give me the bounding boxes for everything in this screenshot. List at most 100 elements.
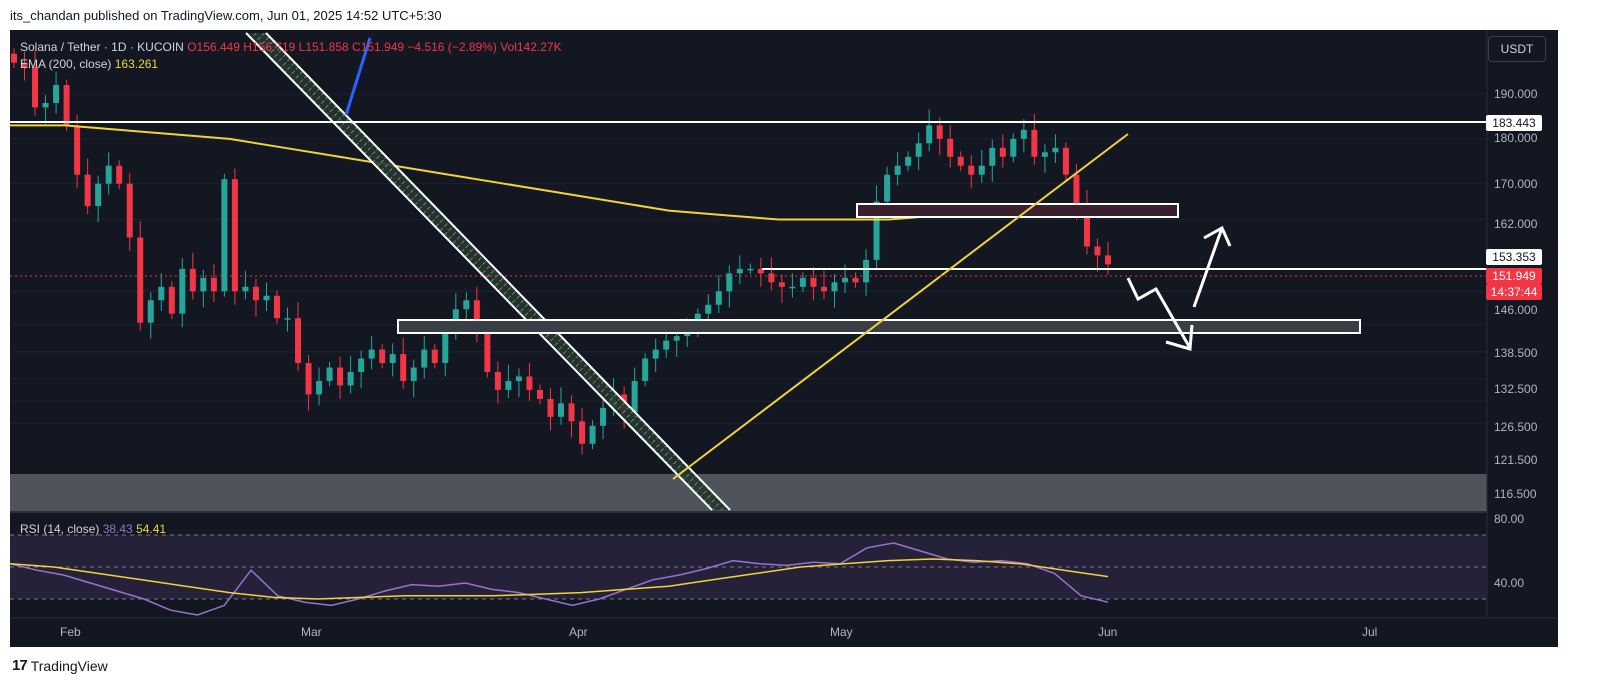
- support-box: [397, 319, 1361, 334]
- candle-up: [200, 277, 207, 292]
- candle-down: [74, 125, 81, 175]
- candle-up: [242, 286, 249, 292]
- candle-down: [1105, 255, 1111, 265]
- resistance-box: [856, 203, 1179, 218]
- y-tick-170: 170.000: [1494, 177, 1538, 191]
- ema-legend: EMA (200, close) 163.261: [20, 57, 158, 71]
- y-tick-180: 180.000: [1494, 131, 1538, 145]
- candle-down: [968, 165, 975, 175]
- candle-up: [389, 354, 396, 364]
- candle-up: [915, 143, 922, 157]
- candle-down: [999, 147, 1006, 157]
- candle-up: [179, 268, 186, 314]
- blue-pen-line: [344, 37, 372, 116]
- candle-up: [558, 403, 564, 417]
- candle-series: [11, 48, 1111, 455]
- candle-down: [820, 286, 827, 292]
- candle-up: [505, 380, 512, 390]
- downtrend-channel: [245, 32, 731, 511]
- symbol-label[interactable]: Solana / Tether · 1D · KUCOIN: [20, 40, 184, 54]
- candle-down: [1094, 246, 1101, 256]
- rsi-label[interactable]: RSI (14, close): [20, 522, 100, 536]
- candle-down: [484, 331, 491, 373]
- candle-up: [1020, 129, 1027, 139]
- candle-up: [905, 156, 912, 166]
- x-tick-jul: Jul: [1362, 625, 1378, 639]
- uptrend-line: [672, 133, 1129, 480]
- last-price-tag: 151.949: [1486, 268, 1542, 284]
- candle-down: [757, 268, 764, 274]
- ohlc-legend: Solana / Tether · 1D · KUCOIN O156.449 H…: [20, 40, 562, 54]
- candle-up: [1041, 152, 1048, 157]
- candle-up: [221, 179, 228, 292]
- candle-down: [11, 53, 17, 63]
- candle-down: [568, 403, 575, 422]
- candle-down: [547, 398, 554, 417]
- candle-up: [894, 165, 901, 175]
- currency-button[interactable]: USDT: [1488, 36, 1546, 62]
- resistance-price-tag: 183.443: [1486, 115, 1542, 131]
- candle-up: [926, 125, 933, 144]
- candle-up: [358, 358, 365, 373]
- candle-down: [116, 165, 123, 184]
- candle-up: [799, 277, 806, 287]
- low-value: L151.858: [298, 40, 349, 54]
- grid-lines: [10, 93, 1487, 425]
- candle-up: [652, 349, 659, 359]
- y-tick-116: 116.500: [1494, 487, 1537, 501]
- candle-up: [831, 282, 838, 292]
- rsi-ma-line: [9, 558, 1109, 600]
- candle-down: [1073, 174, 1080, 207]
- candle-up: [326, 367, 333, 381]
- change-value: −4.516 (−2.89%): [407, 40, 497, 54]
- candle-down: [252, 286, 259, 301]
- x-tick-mar: Mar: [301, 625, 322, 639]
- candle-down: [1083, 206, 1090, 247]
- candle-down: [957, 156, 964, 166]
- candle-up: [978, 165, 985, 175]
- ema-label[interactable]: EMA (200, close): [20, 57, 112, 71]
- ema-value: 163.261: [114, 57, 159, 71]
- candle-up: [368, 349, 375, 359]
- tradingview-wordmark: TradingView: [30, 657, 108, 674]
- candle-up: [442, 331, 449, 364]
- candle-up: [673, 336, 680, 341]
- candle-down: [126, 183, 133, 238]
- y-tick-162: 162.000: [1494, 217, 1538, 231]
- candle-down: [431, 349, 438, 364]
- candle-up: [842, 277, 849, 283]
- candle-down: [579, 421, 586, 444]
- y-tick-146: 146.000: [1494, 303, 1538, 317]
- candle-down: [936, 125, 943, 139]
- rsi-tick-80: 80.00: [1494, 512, 1525, 526]
- candle-down: [1062, 147, 1069, 175]
- close-value: C151.949: [352, 40, 405, 54]
- candle-up: [705, 304, 712, 314]
- candle-up: [589, 425, 596, 444]
- candle-up: [600, 407, 607, 426]
- tradingview-logo[interactable]: 17 TradingView: [12, 657, 108, 674]
- candle-up: [421, 349, 428, 368]
- candle-up: [463, 300, 470, 310]
- projection-down-arrowhead: [1165, 324, 1194, 351]
- candle-up: [263, 295, 270, 301]
- candle-down: [379, 349, 386, 364]
- publisher-text: its_chandan published on TradingView.com…: [10, 8, 442, 23]
- candle-down: [189, 268, 196, 292]
- countdown-tag: 14:37:44: [1486, 284, 1542, 300]
- candle-down: [210, 277, 217, 292]
- candle-up: [715, 291, 722, 305]
- x-tick-apr: Apr: [569, 625, 588, 639]
- candle-down: [400, 354, 407, 381]
- candle-down: [32, 67, 39, 108]
- volume-value: Vol142.27K: [500, 40, 562, 54]
- candle-up: [347, 372, 354, 386]
- candle-down: [852, 277, 859, 283]
- y-tick-138: 138.500: [1494, 346, 1538, 360]
- candle-up: [631, 380, 638, 413]
- candle-down: [1031, 129, 1038, 157]
- candle-up: [42, 102, 49, 108]
- candle-up: [105, 165, 112, 184]
- support-price-tag: 153.353: [1486, 249, 1542, 265]
